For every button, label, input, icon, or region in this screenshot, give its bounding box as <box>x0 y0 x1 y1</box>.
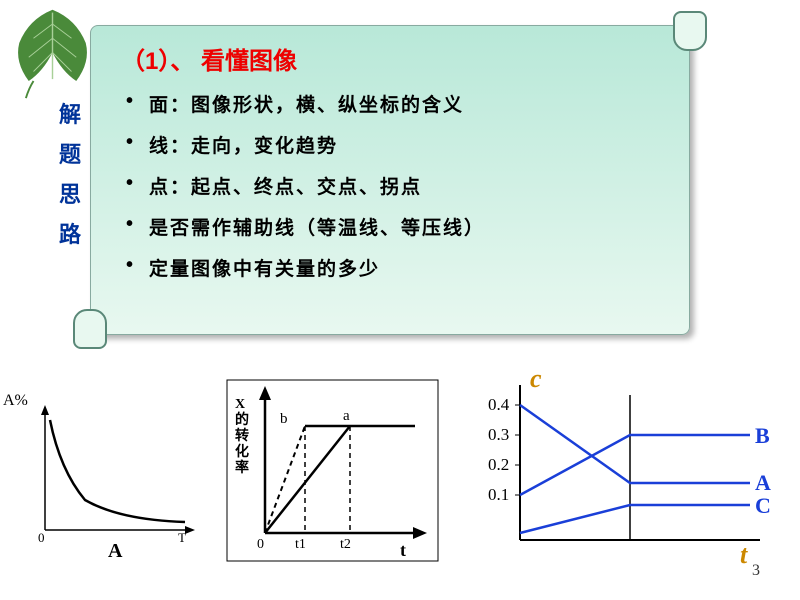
svg-text:率: 率 <box>235 459 249 476</box>
svg-text:t: t <box>400 540 406 560</box>
bullet-item: 点：起点、终点、交点、拐点 <box>121 172 659 199</box>
svg-text:t2: t2 <box>340 537 351 552</box>
scroll-decoration-bottom <box>73 309 107 349</box>
leaf-decoration <box>5 5 100 105</box>
bullet-item: 面：图像形状，横、纵坐标的含义 <box>121 90 659 117</box>
bullet-item: 是否需作辅助线（等温线、等压线） <box>121 213 659 240</box>
svg-text:t: t <box>740 540 748 565</box>
bullet-item: 线：走向，变化趋势 <box>121 131 659 158</box>
svg-text:c: c <box>530 365 542 393</box>
svg-text:b: b <box>280 411 288 427</box>
svg-text:0.4: 0.4 <box>488 395 510 414</box>
section-title: （1）、 看懂图像 <box>121 41 659 76</box>
svg-text:A: A <box>755 470 771 495</box>
svg-text:0: 0 <box>257 537 264 552</box>
svg-text:C: C <box>755 493 771 518</box>
sidebar-title: 解 题 思 路 <box>55 95 85 255</box>
svg-text:转: 转 <box>235 427 249 444</box>
svg-text:化: 化 <box>235 443 249 460</box>
chart-a-ylabel: A% <box>3 392 28 410</box>
chart-a-xlabel: A <box>108 540 122 563</box>
scroll-decoration-top <box>673 11 707 51</box>
main-panel: （1）、 看懂图像 面：图像形状，横、纵坐标的含义 线：走向，变化趋势 点：起点… <box>90 25 690 335</box>
chart-b: X 的 转 化 率 b a 0 t1 t2 t <box>225 378 440 568</box>
bullet-list: 面：图像形状，横、纵坐标的含义 线：走向，变化趋势 点：起点、终点、交点、拐点 … <box>121 90 659 281</box>
svg-text:T: T <box>178 530 186 545</box>
svg-text:0.2: 0.2 <box>488 455 509 474</box>
svg-text:t1: t1 <box>295 537 306 552</box>
sidebar-char: 路 <box>55 215 85 255</box>
sidebar-char: 题 <box>55 135 85 175</box>
bullet-item: 定量图像中有关量的多少 <box>121 254 659 281</box>
svg-text:0.3: 0.3 <box>488 425 509 444</box>
svg-text:a: a <box>343 408 350 424</box>
svg-text:B: B <box>755 423 770 448</box>
chart-a: 0 T <box>30 400 200 550</box>
chart-c: c 0.4 0.3 0.2 0.1 B A C t <box>460 365 790 570</box>
sidebar-char: 解 <box>55 95 85 135</box>
svg-text:的: 的 <box>235 411 249 428</box>
page-number: 3 <box>752 562 760 580</box>
svg-text:0: 0 <box>38 530 45 545</box>
svg-text:X: X <box>235 397 245 412</box>
sidebar-char: 思 <box>55 175 85 215</box>
svg-text:0.1: 0.1 <box>488 485 509 504</box>
